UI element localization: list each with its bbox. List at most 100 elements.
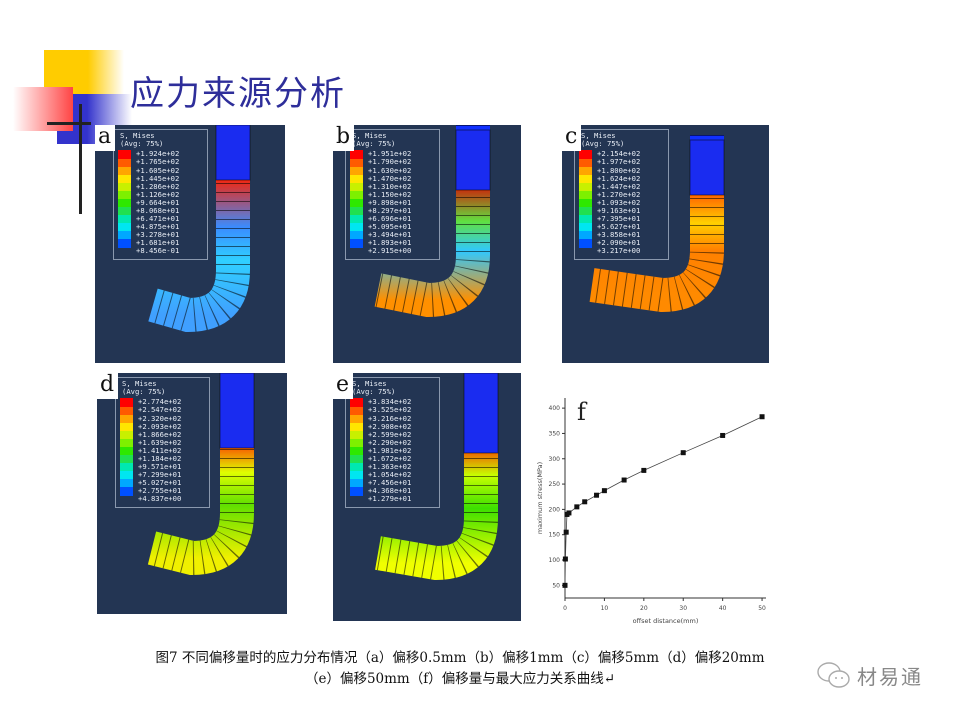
legend-row: +1.981e+02 (350, 446, 436, 456)
legend-swatch (579, 158, 592, 167)
fea-panel-b: S, Mises (Avg: 75%) +1.951e+02 +1.790e+02 +… (333, 125, 521, 363)
legend-row: +3.216e+02 (350, 414, 436, 423)
legend-row: +3.217e+00 (579, 246, 665, 256)
legend-value: +1.470e+02 (368, 173, 412, 183)
contour-legend: S, Mises (Avg: 75%) +2.154e+02 +1.977e+02 +… (574, 129, 669, 260)
legend-swatch (120, 455, 133, 464)
legend-swatch (579, 231, 592, 240)
legend-value: +2.320e+02 (138, 413, 182, 423)
legend-row: +1.470e+02 (350, 173, 436, 183)
legend-value: +9.664e+01 (136, 197, 180, 207)
legend-row: +1.681e+01 (118, 239, 204, 248)
legend-value: +1.093e+02 (597, 197, 641, 207)
legend-swatch (350, 174, 363, 183)
legend-value: +1.800e+02 (597, 165, 641, 175)
legend-swatch (579, 190, 592, 199)
legend-row: +6.696e+01 (350, 214, 436, 224)
figure-caption: 图7 不同偏移量时的应力分布情况（a）偏移0.5mm（b）偏移1mm（c）偏移5… (110, 648, 810, 690)
legend-row: +3.858e+01 (579, 231, 665, 240)
legend-swatch (350, 487, 363, 496)
legend-value: +9.163e+01 (597, 206, 641, 216)
fea-panel-e: S, Mises (Avg: 75%) +3.834e+02 +3.525e+02 +… (333, 373, 521, 621)
legend-value: +9.571e+01 (138, 462, 182, 472)
deformed-pipe-model (374, 125, 491, 318)
legend-value: +4.368e+01 (368, 486, 412, 496)
legend-swatch (350, 471, 363, 480)
legend-value: +1.447e+02 (597, 181, 641, 191)
legend-value: +3.217e+00 (597, 246, 641, 256)
legend-value: +2.915e+00 (368, 246, 412, 256)
legend-swatch (579, 198, 592, 208)
legend-swatch (350, 455, 363, 464)
legend-swatch (579, 207, 592, 216)
legend-swatch (120, 398, 133, 407)
legend-value: +1.639e+02 (138, 437, 182, 447)
legend-swatch (579, 150, 592, 159)
x-tick-label: 20 (640, 605, 648, 612)
panel-label: b (333, 125, 355, 151)
legend-swatch (579, 239, 592, 248)
legend-swatch (118, 158, 131, 167)
legend-row: +1.270e+02 (579, 189, 665, 199)
legend-swatch (350, 398, 363, 407)
legend-row: +3.278e+01 (118, 230, 204, 240)
deco-yellow-square (44, 50, 124, 94)
legend-row: +1.150e+02 (350, 190, 436, 199)
legend-row: +1.093e+02 (579, 197, 665, 208)
legend-swatch (118, 174, 131, 183)
legend-value: +3.278e+01 (136, 230, 180, 240)
legend-value: +1.765e+02 (136, 157, 180, 167)
legend-row: +1.363e+02 (350, 462, 436, 472)
legend-row: +1.893e+01 (350, 239, 436, 248)
caption-line-2: （e）偏移50mm（f）偏移量与最大应力关系曲线↵ (304, 671, 616, 687)
legend-value: +1.310e+02 (368, 181, 412, 191)
watermark: 材易通 (815, 660, 923, 690)
legend-row: +3.494e+01 (350, 231, 436, 240)
legend-row: +1.765e+02 (118, 157, 204, 167)
legend-value: +1.270e+02 (597, 189, 641, 199)
legend-title: S, Mises (122, 379, 157, 388)
legend-row: +1.286e+02 (118, 182, 204, 191)
legend-row: +2.599e+02 (350, 430, 436, 439)
legend-row: +5.627e+01 (579, 222, 665, 232)
legend-value: +1.672e+02 (368, 454, 412, 464)
legend-swatch (350, 438, 363, 447)
contour-legend: S, Mises (Avg: 75%) +1.924e+02 +1.765e+02 +… (113, 129, 208, 260)
legend-swatch (350, 150, 363, 159)
legend-row: +4.837e+00 (120, 495, 206, 504)
legend-swatch (120, 422, 133, 431)
legend-value: +6.696e+01 (368, 214, 412, 224)
x-axis-label: offset distance(mm) (633, 617, 699, 625)
legend-row: +9.664e+01 (118, 197, 204, 208)
legend-swatch (118, 239, 131, 248)
legend-swatch (350, 406, 363, 415)
data-point (594, 492, 600, 498)
legend-row: +1.630e+02 (350, 166, 436, 175)
data-point (641, 467, 647, 473)
legend-value: +2.093e+02 (138, 421, 182, 431)
legend-value: +1.279e+01 (368, 494, 412, 504)
contour-legend: S, Mises (Avg: 75%) +2.774e+02 +2.547e+02 +… (115, 377, 210, 508)
deformed-pipe-model (148, 125, 251, 333)
y-axis-label: maximum stress(MPa) (536, 462, 544, 534)
legend-row: +2.154e+02 (579, 150, 665, 159)
legend-row: +1.639e+02 (120, 437, 206, 447)
legend-swatch (350, 190, 363, 199)
legend-value: +1.411e+02 (138, 445, 182, 455)
legend-value: +2.755e+01 (138, 486, 182, 496)
legend-swatch (118, 231, 131, 240)
legend-row: +9.571e+01 (120, 462, 206, 472)
legend-value: +8.456e-01 (136, 246, 180, 256)
watermark-text: 材易通 (857, 664, 923, 689)
legend-value: +1.126e+02 (136, 189, 180, 199)
legend-swatch (350, 239, 363, 248)
deformed-pipe-model (147, 373, 255, 576)
legend-value: +5.027e+01 (138, 478, 182, 488)
legend-swatch (350, 215, 363, 224)
legend-row: +5.095e+01 (350, 222, 436, 232)
legend-row: +1.977e+02 (579, 158, 665, 167)
slide-title: 应力来源分析 (130, 74, 346, 114)
legend-swatch (118, 190, 131, 199)
legend-swatch (118, 215, 131, 224)
legend-row: +1.445e+02 (118, 174, 204, 183)
